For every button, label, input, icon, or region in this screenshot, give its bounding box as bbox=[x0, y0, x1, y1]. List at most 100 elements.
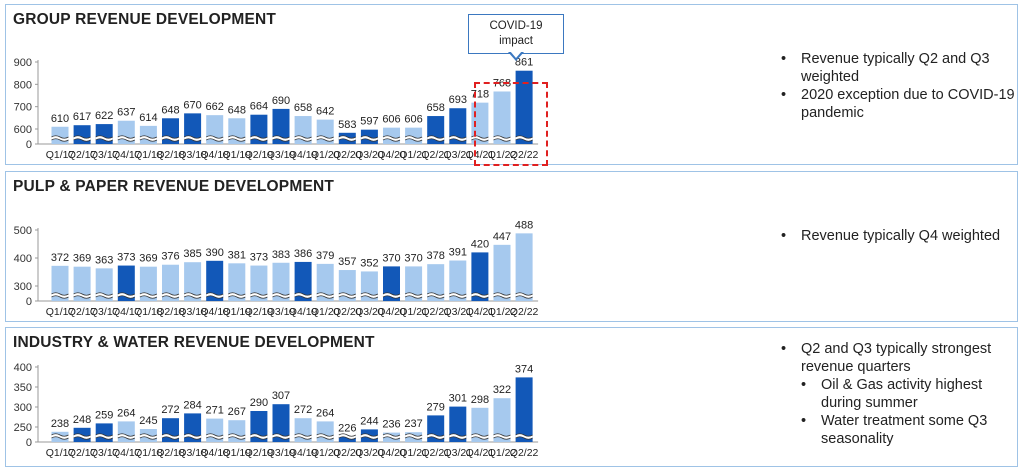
x-tick-label: Q1/22 bbox=[488, 149, 517, 161]
axis-break-line bbox=[471, 295, 489, 299]
data-label: 272 bbox=[161, 404, 179, 416]
axis-break-line bbox=[338, 295, 357, 299]
bar bbox=[228, 263, 246, 301]
axis-break-line bbox=[250, 433, 268, 437]
industry-water-notes: Q2 and Q3 typically strongest revenue qu… bbox=[779, 340, 1019, 448]
axis-break-line bbox=[493, 292, 511, 296]
x-tick-label: Q1/20 bbox=[311, 149, 340, 161]
data-label: 370 bbox=[382, 252, 400, 264]
axis-break-line bbox=[73, 138, 91, 142]
axis-break-band bbox=[360, 433, 378, 440]
covid-callout-pointer-fill bbox=[510, 51, 522, 58]
x-tick-label: Q4/17 bbox=[112, 447, 141, 459]
axis-break-line bbox=[426, 295, 445, 299]
axis-break-line bbox=[493, 295, 511, 299]
axis-break-band bbox=[250, 292, 268, 299]
axis-break-band bbox=[162, 135, 179, 142]
axis-break-line bbox=[515, 138, 533, 142]
axis-break-line bbox=[73, 433, 91, 437]
axis-break-line bbox=[382, 292, 401, 296]
data-label: 279 bbox=[427, 401, 445, 413]
data-label: 386 bbox=[294, 248, 312, 260]
axis-break-band bbox=[493, 292, 511, 299]
axis-break-line bbox=[272, 433, 290, 437]
axis-break-line bbox=[117, 433, 136, 437]
axis-break-band bbox=[316, 433, 334, 440]
axis-break-line bbox=[360, 138, 379, 142]
bar bbox=[427, 264, 445, 301]
axis-break-line bbox=[117, 135, 136, 139]
axis-break-line bbox=[95, 135, 113, 139]
axis-break-line bbox=[139, 295, 158, 299]
axis-break-line bbox=[51, 135, 69, 139]
axis-break-line bbox=[316, 436, 334, 440]
axis-break-line bbox=[471, 292, 489, 296]
axis-break-line bbox=[117, 436, 136, 440]
axis-break-line bbox=[294, 138, 312, 142]
data-label: 379 bbox=[316, 250, 334, 262]
axis-break-band bbox=[427, 135, 445, 142]
data-label: 226 bbox=[338, 423, 356, 435]
pulp-paper-notes: Revenue typically Q4 weighted bbox=[779, 227, 1019, 245]
data-label: 690 bbox=[272, 95, 290, 107]
axis-break-line bbox=[161, 292, 180, 296]
axis-break-band bbox=[338, 135, 356, 142]
axis-break-line bbox=[515, 295, 533, 299]
axis-break-line bbox=[161, 138, 180, 142]
x-tick-label: Q3/20 bbox=[355, 447, 384, 459]
axis-break-band bbox=[228, 135, 246, 142]
x-tick-label: Q2/19 bbox=[245, 306, 274, 318]
axis-break-line bbox=[316, 433, 334, 437]
axis-break-line bbox=[205, 135, 224, 139]
axis-break-band bbox=[493, 433, 511, 440]
axis-break-band bbox=[405, 135, 423, 142]
axis-break-band bbox=[184, 292, 202, 299]
axis-break-line bbox=[51, 292, 69, 296]
axis-break-line bbox=[51, 433, 69, 437]
covid-callout-line2: impact bbox=[499, 35, 533, 47]
data-label: 245 bbox=[139, 415, 157, 427]
axis-break-line bbox=[515, 292, 533, 296]
axis-break-band bbox=[184, 433, 202, 440]
axis-break-line bbox=[404, 433, 423, 437]
y-tick-label: 350 bbox=[14, 382, 32, 394]
data-label: 447 bbox=[493, 231, 511, 243]
x-tick-label: Q3/21 bbox=[443, 149, 472, 161]
axis-break-line bbox=[250, 436, 268, 440]
data-label: 322 bbox=[493, 384, 511, 396]
axis-break-line bbox=[426, 436, 445, 440]
axis-break-line bbox=[205, 138, 224, 142]
x-tick-label: Q3/18 bbox=[178, 447, 207, 459]
bar bbox=[449, 260, 467, 301]
axis-break-band bbox=[294, 433, 312, 440]
axis-break-line bbox=[360, 436, 379, 440]
axis-break-band bbox=[316, 292, 334, 299]
axis-break-line bbox=[449, 138, 467, 142]
data-label: 664 bbox=[250, 101, 268, 113]
data-label: 290 bbox=[250, 397, 268, 409]
x-tick-label: Q4/20 bbox=[377, 306, 406, 318]
data-label: 693 bbox=[449, 94, 467, 106]
x-tick-label: Q2/19 bbox=[245, 447, 274, 459]
axis-break-band bbox=[228, 292, 246, 299]
axis-break-line bbox=[272, 292, 290, 296]
bar bbox=[515, 233, 533, 301]
bar bbox=[493, 91, 511, 144]
axis-break-line bbox=[449, 436, 467, 440]
axis-break-line bbox=[95, 436, 113, 440]
axis-break-line bbox=[449, 295, 467, 299]
data-label: 597 bbox=[360, 116, 378, 128]
axis-break-line bbox=[316, 292, 334, 296]
axis-break-line bbox=[183, 138, 202, 142]
y-tick-label: 0 bbox=[26, 139, 32, 151]
x-tick-label: Q3/17 bbox=[90, 149, 119, 161]
data-label: 373 bbox=[250, 252, 268, 264]
axis-break-line bbox=[449, 433, 467, 437]
x-tick-label: Q4/20 bbox=[377, 447, 406, 459]
axis-break-line bbox=[73, 292, 91, 296]
axis-break-line bbox=[426, 292, 445, 296]
axis-break-band bbox=[294, 292, 312, 299]
x-tick-label: Q1/19 bbox=[222, 447, 251, 459]
